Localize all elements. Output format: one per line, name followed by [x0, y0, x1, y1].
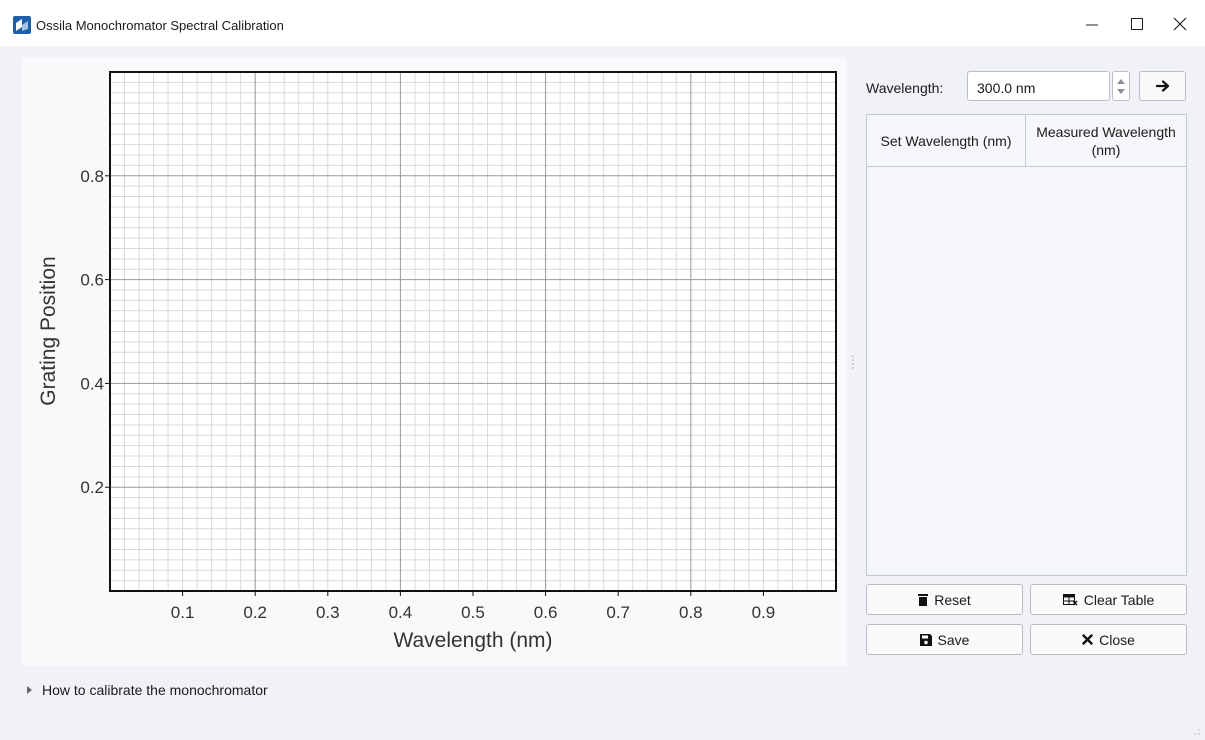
major-grid	[110, 72, 836, 591]
splitter-handle[interactable]	[851, 353, 855, 373]
calibration-chart: 0.1 0.2 0.3 0.4 0.5 0.6 0.7 0.8 0.9 0.2 0.4 0.6 0.8…	[37, 71, 837, 652]
reset-button[interactable]: Reset	[866, 584, 1023, 615]
save-button[interactable]: Save	[866, 624, 1023, 655]
arrow-right-icon	[1155, 80, 1169, 92]
ossila-app-icon	[13, 16, 31, 34]
help-expander[interactable]: How to calibrate the monochromator	[27, 682, 268, 698]
y-tick-label: 0.4	[80, 374, 104, 393]
window-title: Ossila Monochromator Spectral Calibratio…	[36, 18, 284, 33]
y-tick-label: 0.6	[80, 271, 104, 290]
clear-table-button-label: Clear Table	[1083, 591, 1155, 608]
y-tick-label: 0.8	[80, 167, 104, 186]
x-tick-label: 0.5	[461, 603, 485, 622]
wavelength-spinner[interactable]	[1112, 71, 1130, 101]
close-x-icon	[1082, 634, 1093, 645]
y-tick-labels: 0.2 0.4 0.6 0.8	[80, 167, 110, 497]
save-button-label: Save	[937, 631, 970, 648]
x-tick-label: 0.4	[389, 603, 413, 622]
x-tick-label: 0.7	[606, 603, 630, 622]
minimize-icon	[1086, 24, 1098, 26]
go-to-wavelength-button[interactable]	[1139, 71, 1186, 101]
clear-table-icon	[1062, 593, 1078, 605]
column-header-measured-wavelength[interactable]: Measured Wavelength (nm)	[1036, 123, 1176, 158]
maximize-icon	[1131, 18, 1143, 30]
y-axis-label: Grating Position	[37, 256, 60, 405]
resize-grip-icon[interactable]	[1191, 726, 1201, 736]
x-tick-label: 0.9	[752, 603, 776, 622]
plot-panel: 0.1 0.2 0.3 0.4 0.5 0.6 0.7 0.8 0.9 0.2 0.4 0.6 0.8…	[21, 57, 847, 666]
close-icon	[1173, 17, 1187, 31]
minor-grid	[110, 72, 836, 591]
x-tick-label: 0.3	[316, 603, 340, 622]
x-tick-label: 0.8	[679, 603, 703, 622]
x-tick-labels: 0.1 0.2 0.3 0.4 0.5 0.6 0.7 0.8 0.9	[171, 591, 775, 622]
clear-table-button[interactable]: Clear Table	[1030, 584, 1187, 615]
maximize-button[interactable]	[1117, 8, 1157, 40]
column-header-set-wavelength[interactable]: Set Wavelength (nm)	[867, 115, 1026, 166]
expand-triangle-icon	[27, 686, 32, 694]
y-tick-label: 0.2	[80, 478, 104, 497]
table-header: Set Wavelength (nm) Measured Wavelength …	[867, 115, 1186, 167]
x-axis-label: Wavelength (nm)	[393, 629, 552, 652]
spin-up-arrow-icon[interactable]	[1117, 79, 1125, 84]
wavelength-value: 300.0 nm	[977, 80, 1036, 96]
wavelength-label: Wavelength:	[866, 80, 944, 96]
minimize-button[interactable]	[1072, 8, 1112, 40]
reset-button-label: Reset	[934, 591, 971, 608]
wavelength-input[interactable]: 300.0 nm	[967, 71, 1110, 101]
title-bar: Ossila Monochromator Spectral Calibratio…	[0, 0, 1205, 46]
calibration-table[interactable]: Set Wavelength (nm) Measured Wavelength …	[866, 114, 1187, 576]
save-icon	[919, 633, 932, 646]
close-window-button[interactable]	[1160, 8, 1200, 40]
trash-icon	[918, 593, 929, 606]
spin-down-arrow-icon[interactable]	[1117, 89, 1125, 94]
help-expander-label: How to calibrate the monochromator	[42, 682, 268, 698]
x-tick-label: 0.1	[171, 603, 195, 622]
close-button-label: Close	[1099, 631, 1135, 648]
x-tick-label: 0.6	[534, 603, 558, 622]
close-button[interactable]: Close	[1030, 624, 1187, 655]
x-tick-label: 0.2	[243, 603, 267, 622]
